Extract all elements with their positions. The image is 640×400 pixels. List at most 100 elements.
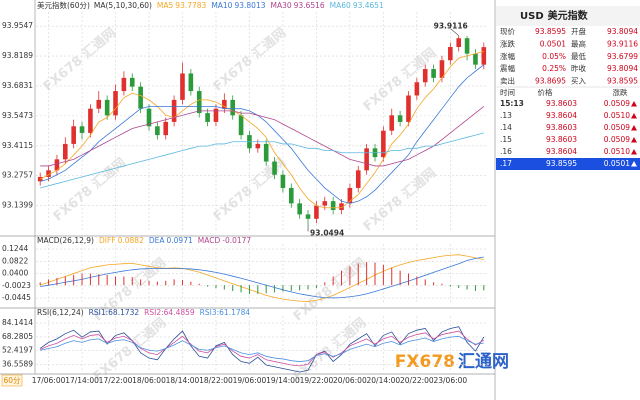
ma-line — [40, 106, 485, 167]
quote-value: 93.8595 — [535, 27, 566, 36]
candle-body — [456, 38, 462, 48]
legend-name: MA60 — [330, 1, 351, 10]
quote-symbol: USD — [520, 11, 544, 22]
quote-label: 涨幅 — [500, 51, 515, 61]
candle-body — [213, 108, 219, 122]
candle-body — [448, 47, 453, 61]
trade-time: .16 — [500, 147, 512, 156]
y-tick-label: 93.2757 — [2, 171, 33, 180]
candle-body — [322, 201, 328, 206]
panel-title: RSI(6,12,24) — [37, 308, 84, 317]
ma-line — [40, 51, 484, 209]
trade-time: .14 — [500, 123, 512, 132]
legend-value: 0.0882 — [118, 236, 144, 245]
trade-change: 0.0509 — [604, 123, 630, 132]
macd-line — [40, 254, 484, 302]
candle-body — [297, 203, 302, 215]
legend-value: 93.6516 — [294, 1, 325, 10]
y-tick-label: 0.1244 — [2, 244, 28, 253]
x-tick-label: 18/06:00 — [132, 376, 166, 385]
candle-body — [439, 60, 445, 78]
x-tick-label: 19/14:00 — [266, 376, 300, 385]
legend-name: DIFF — [99, 236, 116, 245]
candle-body — [280, 174, 286, 188]
legend-value: 0.0971 — [167, 236, 193, 245]
table-header: 时间 — [500, 87, 515, 97]
legend-value: 93.7783 — [175, 1, 206, 10]
candle-body — [138, 86, 143, 109]
legend-name: DEA — [149, 236, 166, 245]
period-button[interactable] — [1, 374, 23, 387]
legend-name: RSI2: — [144, 308, 163, 317]
y-tick-label: 93.5473 — [2, 111, 33, 120]
candle-body — [230, 99, 236, 116]
quote-label: 开盘 — [571, 26, 586, 36]
quote-name: 美元指数 — [548, 9, 589, 22]
up-arrow — [631, 137, 637, 143]
candle-body — [121, 77, 127, 92]
quote-title: USD 美元指数 — [520, 9, 589, 22]
legend-value: -0.0177 — [222, 236, 251, 245]
candle-body — [62, 143, 68, 160]
candle-body — [481, 47, 487, 65]
candle-body — [54, 159, 60, 171]
legend-value: 64.4859 — [164, 308, 195, 317]
trade-price: 93.8604 — [546, 111, 577, 120]
quote-value: 0.0501 — [540, 39, 566, 48]
quote-value: 93.6799 — [607, 52, 638, 61]
quote-label: 震幅 — [500, 63, 515, 73]
panel-legend: MACD(26,12,9) DIFF 0.0882 DEA 0.0971 MACD -0.0… — [37, 236, 251, 245]
candle-body — [330, 201, 336, 210]
candle-body — [422, 69, 428, 83]
x-tick-label: 19/22:00 — [300, 376, 334, 385]
quote-value: 93.8094 — [607, 64, 638, 73]
candle-body — [473, 53, 478, 65]
quote-label: 买入 — [571, 77, 586, 86]
high-annotation: 93.9116 — [434, 22, 468, 31]
trade-price: 93.8603 — [546, 123, 577, 132]
x-tick-label: 20/14:00 — [367, 376, 401, 385]
x-tick-label: 17/06:00 — [32, 376, 66, 385]
quote-label: 涨跌 — [500, 38, 515, 48]
legend-value: 93.8013 — [234, 1, 265, 10]
y-tick-label: 93.4115 — [2, 141, 33, 150]
trade-time: .17 — [500, 159, 512, 168]
legend-value: 93.4651 — [353, 1, 384, 10]
trade-price: 93.8595 — [546, 159, 577, 168]
panel-title: MACD(26,12,9) — [37, 236, 94, 245]
up-arrow — [631, 125, 637, 131]
panel-legend: RSI(6,12,24) RSI1:68.1732 RSI2:64.4859 RSI3… — [37, 308, 250, 317]
y-tick-label: 93.6831 — [2, 81, 33, 90]
legend-name: MACD — [198, 236, 221, 245]
candle-body — [129, 77, 135, 87]
selected-row — [496, 158, 640, 170]
quote-label: 最高 — [571, 38, 586, 48]
legend-value: 68.1732 — [108, 308, 139, 317]
quote-value: 93.8094 — [607, 27, 638, 36]
legend-name: RSI3: — [200, 308, 219, 317]
ma-line — [40, 64, 485, 204]
trade-change: 0.0501 — [604, 159, 630, 168]
trade-price: 93.8603 — [546, 135, 577, 144]
rsi-line — [40, 335, 484, 362]
y-tick-label: 93.8189 — [2, 51, 33, 60]
candle-body — [464, 38, 470, 54]
candle-body — [37, 176, 43, 182]
period-label[interactable]: 60分 — [3, 376, 21, 385]
candle-body — [288, 187, 294, 204]
x-tick-label: 17/22:00 — [99, 376, 133, 385]
logo-brand: FX678 — [395, 352, 455, 372]
up-arrow — [631, 113, 637, 119]
candle-body — [171, 99, 177, 122]
candle-body — [71, 126, 76, 144]
candle-body — [96, 99, 102, 109]
y-tick-label: 36.5589 — [2, 360, 33, 369]
candle-body — [305, 214, 311, 219]
candle-body — [238, 115, 244, 136]
candle-body — [364, 148, 369, 171]
quote-value: 93.8695 — [535, 77, 566, 86]
logo-name: 汇通网 — [458, 352, 509, 372]
indicator-label: MA(5,10,30,60) — [94, 1, 152, 10]
trade-change: 0.0509 — [604, 99, 630, 108]
